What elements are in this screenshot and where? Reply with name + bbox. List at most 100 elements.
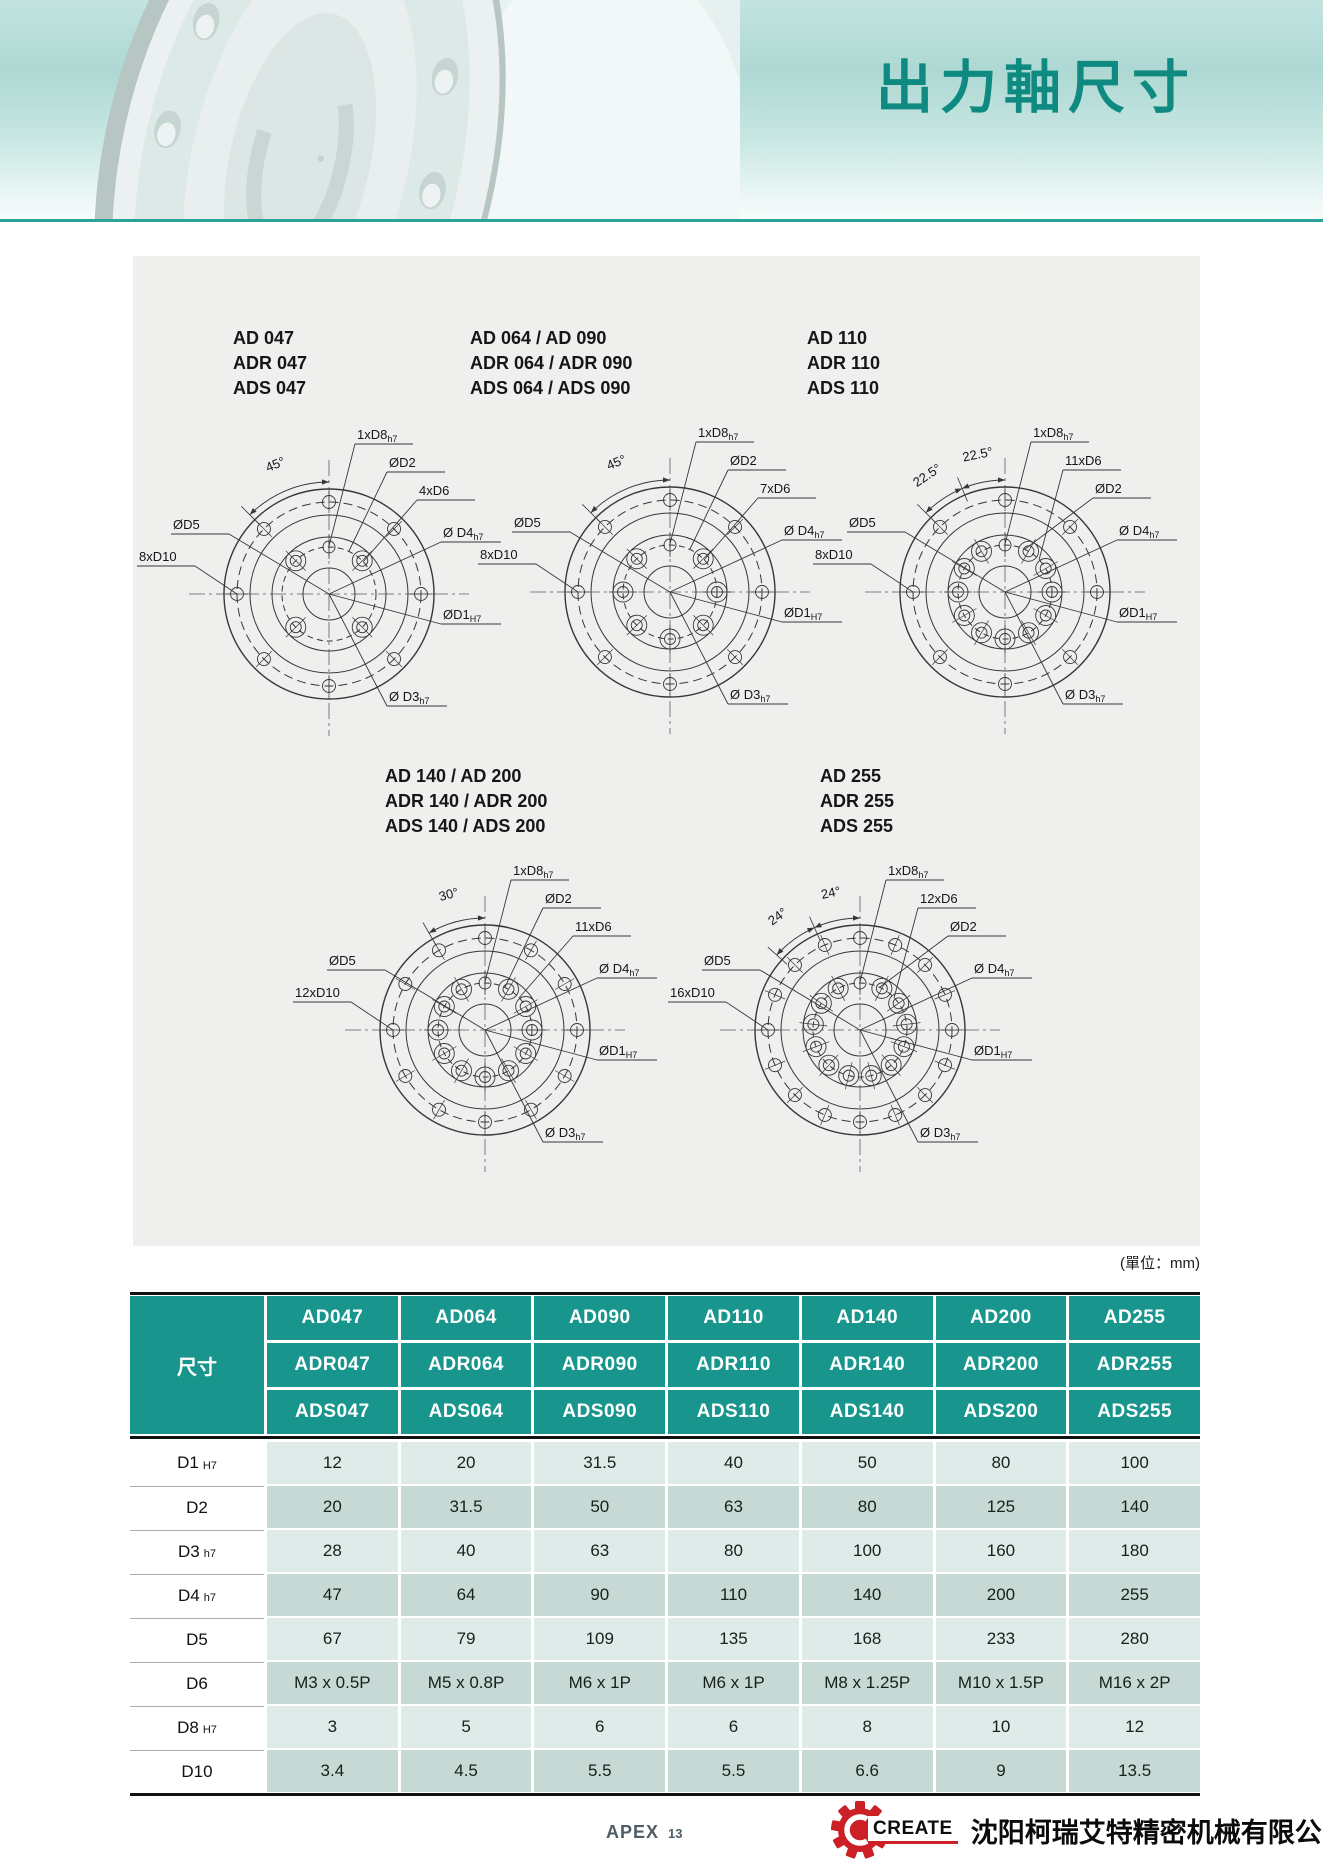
- table-column-header: AD090: [534, 1296, 666, 1340]
- table-value-cell: 90: [534, 1574, 666, 1616]
- dim-label-d4: Ø D4h7: [1119, 523, 1159, 540]
- drawing-title-line: ADS 140 / ADS 200: [385, 816, 546, 836]
- drawing-title-line: ADR 140 / ADR 200: [385, 791, 548, 811]
- table-value-cell: 5.5: [668, 1750, 799, 1792]
- table-value-cell: 109: [534, 1618, 666, 1660]
- dim-label-d8: 1xD8h7: [357, 427, 397, 444]
- drawing-title: AD 064 / AD 090 ADR 064 / ADR 090 ADS 064 …: [470, 326, 632, 401]
- dim-label-d6: 11xD6: [1065, 453, 1102, 468]
- drawing-title-line: AD 064 / AD 090: [470, 328, 607, 348]
- dim-label-d5: ØD5: [173, 517, 200, 532]
- table-value-cell: 125: [935, 1486, 1067, 1528]
- table-value-cell: 140: [1069, 1486, 1200, 1528]
- page-brand: APEX 13: [606, 1822, 683, 1843]
- page-number: 13: [668, 1826, 683, 1841]
- drawing-title-line: AD 255: [820, 766, 882, 786]
- table-value-cell: 233: [935, 1618, 1067, 1660]
- table-value-cell: 10: [935, 1706, 1067, 1748]
- table-value-cell: 6: [534, 1706, 666, 1748]
- table-column-header: ADR110: [668, 1343, 799, 1387]
- dim-label-d5: ØD5: [514, 515, 541, 530]
- table-row-label: D6: [130, 1662, 264, 1704]
- table-value-cell: 160: [935, 1530, 1067, 1572]
- table-value-cell: 200: [935, 1574, 1067, 1616]
- dim-label-d8: 1xD8h7: [513, 863, 553, 880]
- table-value-cell: 12: [1069, 1706, 1200, 1748]
- table-value-cell: 110: [668, 1574, 799, 1616]
- table-value-cell: 40: [400, 1530, 532, 1572]
- dimension-table-body: D1 H7 12 20 31.5 40 50 80 100 D2 20 31.5 50 63 80 125 14…: [130, 1442, 1200, 1792]
- table-value-cell: 3.4: [267, 1750, 398, 1792]
- table-value-cell: M6 x 1P: [668, 1662, 799, 1704]
- table-row-label: D8 H7: [130, 1706, 264, 1748]
- dim-label-d6: 11xD6: [575, 919, 612, 934]
- table-value-cell: 5.5: [534, 1750, 666, 1792]
- dim-label-d1: ØD1H7: [784, 605, 822, 622]
- dim-label-d6: 4xD6: [419, 483, 449, 498]
- dim-label-d4: Ø D4h7: [784, 523, 824, 540]
- table-column-header: ADR255: [1069, 1343, 1200, 1387]
- brand-name: APEX: [606, 1822, 660, 1842]
- table-column-header: AD047: [267, 1296, 398, 1340]
- table-value-cell: 80: [801, 1486, 933, 1528]
- table-value-cell: 80: [668, 1530, 799, 1572]
- table-value-cell: 20: [400, 1442, 532, 1484]
- dim-label-d3: Ø D3h7: [1065, 687, 1105, 704]
- dim-label-d5: ØD5: [704, 953, 731, 968]
- dim-label-d3: Ø D3h7: [389, 689, 429, 706]
- table-value-cell: 140: [801, 1574, 933, 1616]
- table-value-cell: 280: [1069, 1618, 1200, 1660]
- table-value-cell: 4.5: [400, 1750, 532, 1792]
- flange-drawing: 24° 24° 1xD8h7 12xD6 ØD2 ØD5 16xD10 Ø D4h7 ØD1H7…: [668, 863, 1032, 1172]
- table-value-cell: 50: [801, 1442, 933, 1484]
- table-column-header: ADS064: [400, 1390, 532, 1434]
- page-header: 出力軸尺寸: [0, 0, 1323, 219]
- table-value-cell: 255: [1069, 1574, 1200, 1616]
- table-row-label: D5: [130, 1618, 264, 1660]
- table-value-cell: 20: [267, 1486, 398, 1528]
- table-value-cell: 40: [668, 1442, 799, 1484]
- angle-label: 24°: [765, 904, 790, 928]
- table-column-header: ADR090: [534, 1343, 666, 1387]
- drawing-title-line: ADS 047: [233, 378, 307, 398]
- table-value-cell: M3 x 0.5P: [267, 1662, 398, 1704]
- table-value-cell: 100: [1069, 1442, 1200, 1484]
- angle-label: 30°: [437, 884, 460, 904]
- dim-label-d10: 16xD10: [670, 985, 715, 1000]
- header-divider: [0, 219, 1323, 222]
- gearhead-photo: [94, 0, 740, 219]
- create-logo-text: CREATE: [868, 1816, 958, 1844]
- table-column-header: ADR047: [267, 1343, 398, 1387]
- drawing-title-line: AD 110: [807, 328, 868, 348]
- table-column-header: ADR064: [400, 1343, 532, 1387]
- dim-label-d8: 1xD8h7: [698, 425, 738, 442]
- table-value-cell: 6.6: [801, 1750, 933, 1792]
- table-column-header: ADR200: [935, 1343, 1067, 1387]
- table-value-cell: 80: [935, 1442, 1067, 1484]
- table-row-label: D3 h7: [130, 1530, 264, 1572]
- table-row-label: D4 h7: [130, 1574, 264, 1616]
- drawing-title-line: ADR 047: [233, 353, 308, 373]
- table-value-cell: 9: [935, 1750, 1067, 1792]
- table-column-header: ADS047: [267, 1390, 398, 1434]
- table-column-header: ADS255: [1069, 1390, 1200, 1434]
- dim-label-d1: ØD1H7: [974, 1043, 1012, 1060]
- table-value-cell: 8: [801, 1706, 933, 1748]
- angle-label: 45°: [604, 452, 628, 473]
- flange-drawing: 22.5° 22.5° 1xD8h7 11xD6 ØD2 ØD5 8xD10 Ø D4h7 ØD…: [813, 425, 1177, 734]
- table-value-cell: 5: [400, 1706, 532, 1748]
- dim-label-d6: 7xD6: [760, 481, 790, 496]
- drawing-title: AD 110 ADR 110 ADS 110: [807, 326, 880, 401]
- table-value-cell: 31.5: [400, 1486, 532, 1528]
- dim-label-d2: ØD2: [950, 919, 977, 934]
- drawing-title-line: AD 140 / AD 200: [385, 766, 522, 786]
- table-value-cell: 135: [668, 1618, 799, 1660]
- table-top-border: [130, 1292, 1200, 1295]
- dim-label-d1: ØD1H7: [1119, 605, 1157, 622]
- table-column-header: AD140: [801, 1296, 933, 1340]
- table-column-header: AD064: [400, 1296, 532, 1340]
- drawing-title-line: ADS 064 / ADS 090: [470, 378, 631, 398]
- table-column-header: AD110: [668, 1296, 799, 1340]
- table-row-label: D2: [130, 1486, 264, 1528]
